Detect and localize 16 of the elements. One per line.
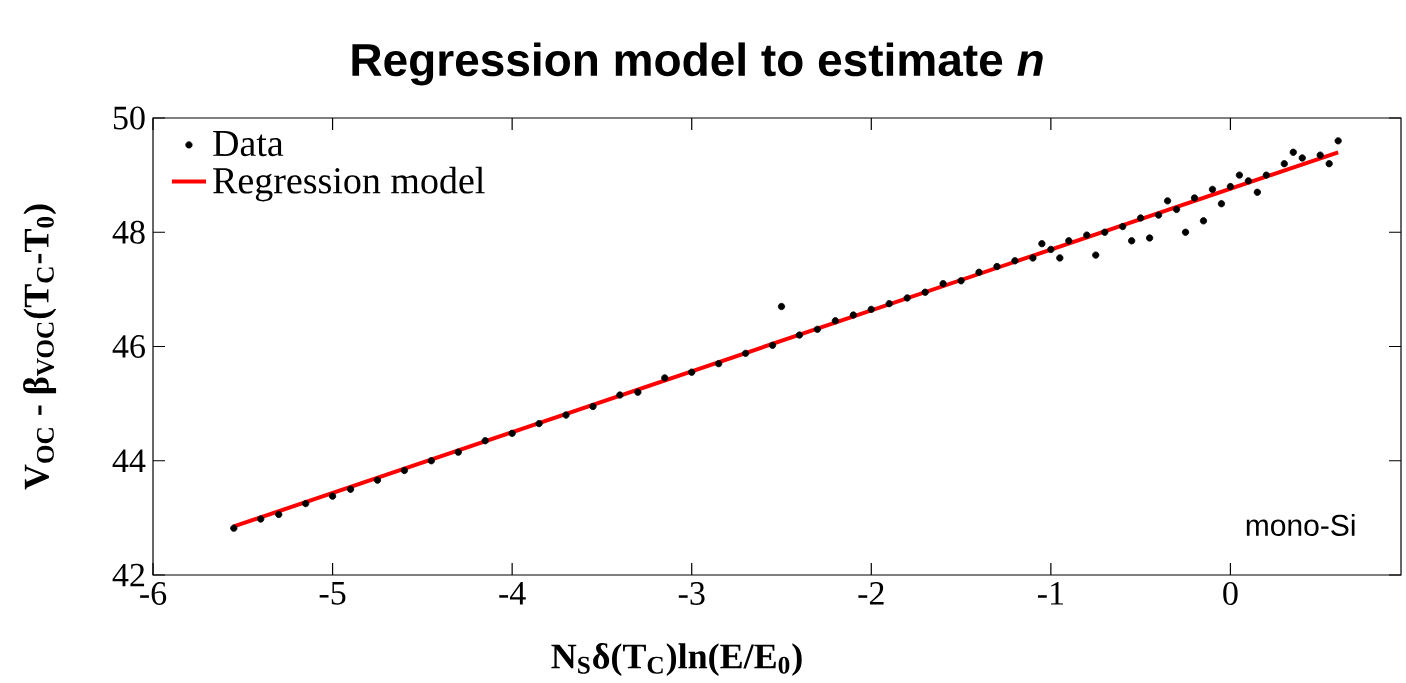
- x-tick-label: -5: [319, 582, 346, 605]
- x-tick-label: -1: [1037, 582, 1063, 605]
- x-tick-label: -3: [678, 582, 705, 605]
- y-tick-label: 46: [112, 335, 145, 358]
- y-tick-label: 44: [112, 449, 146, 472]
- y-tick-label: 50: [113, 106, 145, 130]
- text: V$_{OC}$ - β$_{VOC}$(T$_{C}$-T$_{0}$): [23, 204, 57, 490]
- x-axis-title: N$_{S}$δ(T$_{C}$)ln(E/E$_{0}$): [551, 643, 802, 676]
- annotation: mono-Si: [1246, 513, 1355, 536]
- x-tick-label: 0: [1223, 582, 1238, 606]
- x-tick-label: -4: [499, 582, 526, 605]
- y-tick-label: 48: [112, 220, 145, 244]
- chart-title: Regression model to estimate n: [352, 42, 1043, 86]
- x-tick-label: -2: [858, 582, 884, 605]
- legend-label: Data: [213, 130, 284, 157]
- legend-label: Regression model: [213, 166, 485, 202]
